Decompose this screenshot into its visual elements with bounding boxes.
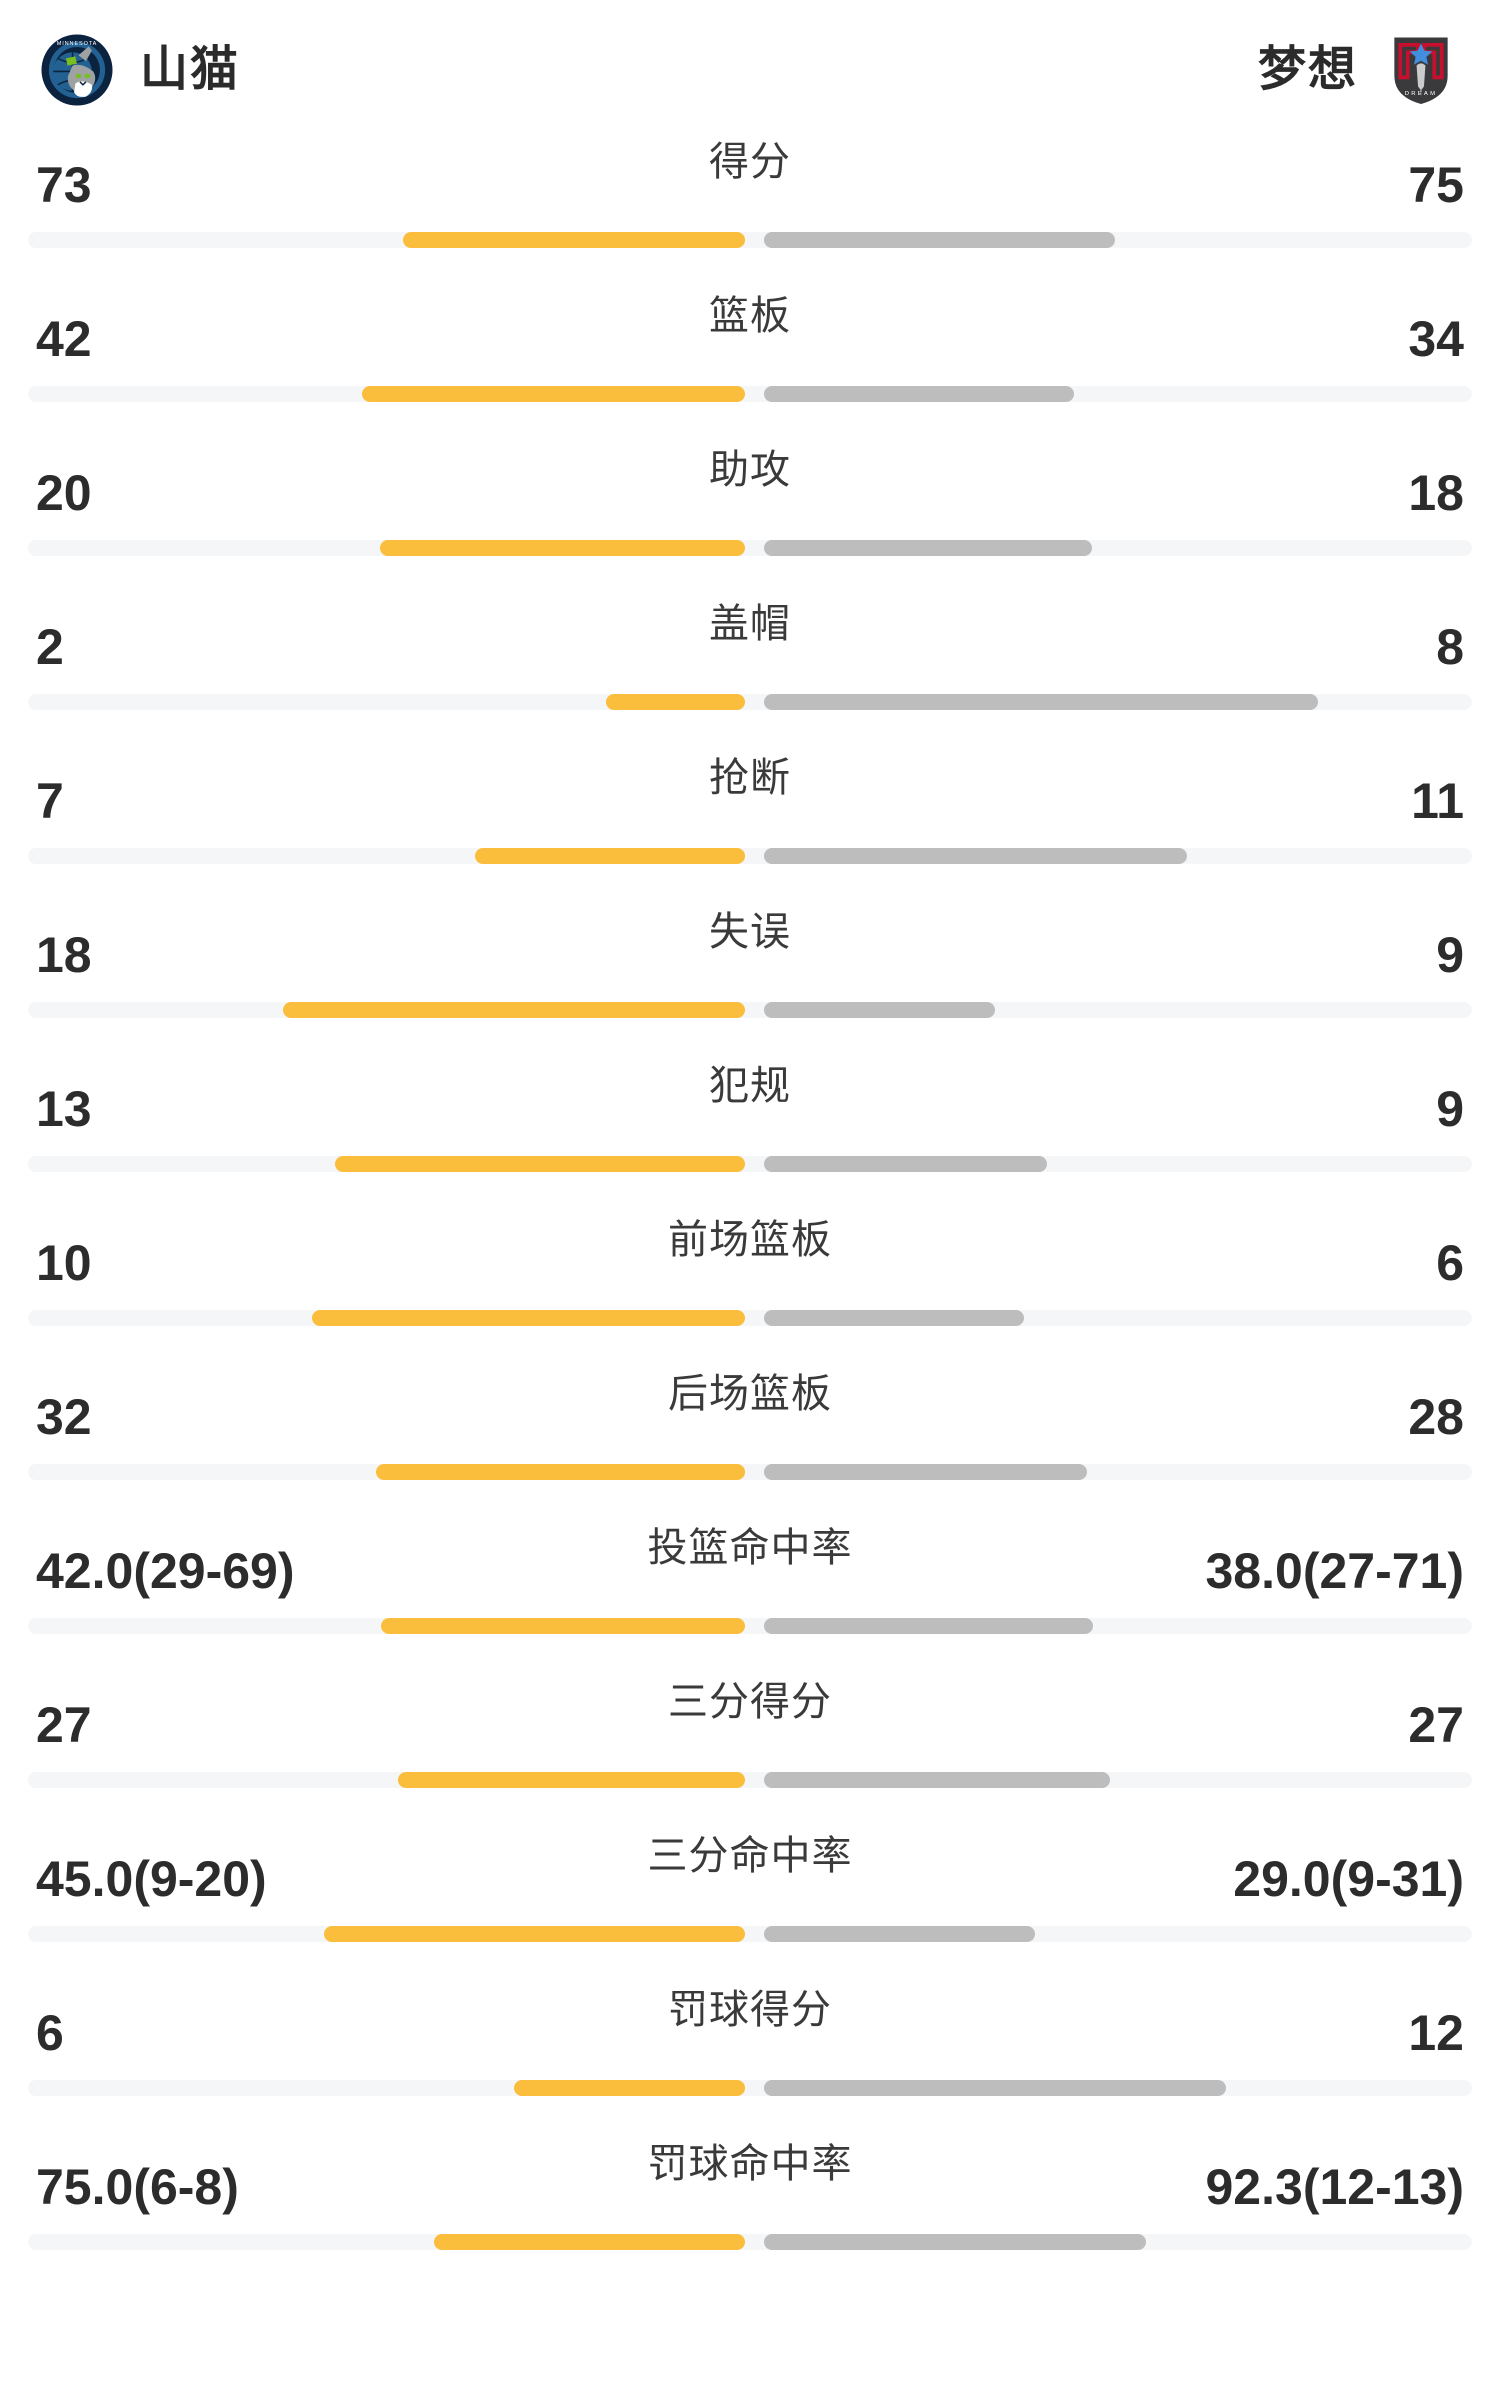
stat-left-value: 32 [36, 1389, 92, 1445]
stat-bar-track [28, 1310, 1472, 1326]
stat-bar-left [381, 1618, 745, 1634]
stat-bar-right [763, 1772, 1111, 1788]
stat-row: 6 12 罚球得分 [28, 1966, 1472, 2120]
left-team-name: 山猫 [140, 43, 241, 96]
stat-bar-right [763, 848, 1188, 864]
stat-left-value: 13 [36, 1081, 92, 1137]
right-team[interactable]: 梦想 DREAM [1258, 33, 1458, 107]
stat-bar-track [28, 848, 1472, 864]
stat-bar-left [282, 1002, 745, 1018]
stat-left-value: 2 [36, 619, 64, 675]
stat-bar-track [28, 386, 1472, 402]
stat-bar-right [763, 1464, 1088, 1480]
stat-right-value: 27 [1408, 1697, 1464, 1753]
stat-bar-track [28, 1156, 1472, 1172]
right-team-name: 梦想 [1257, 43, 1358, 96]
stat-row: 10 6 前场篮板 [28, 1196, 1472, 1350]
stat-bar-left [323, 1926, 745, 1942]
stat-row: 73 75 得分 [28, 118, 1472, 272]
stat-left-value: 42.0(29-69) [36, 1543, 295, 1599]
stat-bar-track [28, 2234, 1472, 2250]
stat-row: 20 18 助攻 [28, 426, 1472, 580]
stat-bar-track [28, 540, 1472, 556]
stat-bar-left [606, 694, 745, 710]
stat-row: 75.0(6-8) 92.3(12-13) 罚球命中率 [28, 2120, 1472, 2274]
stat-bar-track [28, 694, 1472, 710]
stat-bar-track [28, 1002, 1472, 1018]
stat-bar-left [475, 848, 745, 864]
stat-row: 42.0(29-69) 38.0(27-71) 投篮命中率 [28, 1504, 1472, 1658]
stat-bar-right [763, 694, 1319, 710]
stat-row: 13 9 犯规 [28, 1042, 1472, 1196]
stat-bar-track [28, 1464, 1472, 1480]
stat-right-value: 8 [1436, 619, 1464, 675]
stat-bar-right [763, 1926, 1036, 1942]
stat-bar-left [375, 1464, 745, 1480]
stat-bar-left [434, 2234, 745, 2250]
stat-bar-track [28, 1926, 1472, 1942]
stat-left-value: 6 [36, 2005, 64, 2061]
stat-bar-left [398, 1772, 745, 1788]
stat-bar-right [763, 232, 1116, 248]
stat-left-value: 75.0(6-8) [36, 2159, 239, 2215]
stat-bar-right [763, 1310, 1024, 1326]
stat-bar-right [763, 1156, 1048, 1172]
stat-left-value: 10 [36, 1235, 92, 1291]
stat-right-value: 12 [1408, 2005, 1464, 2061]
stat-right-value: 6 [1436, 1235, 1464, 1291]
svg-text:DREAM: DREAM [1405, 91, 1437, 97]
atlanta-dream-logo-icon: DREAM [1384, 33, 1458, 107]
stat-bar-left [403, 232, 745, 248]
stat-bar-track [28, 2080, 1472, 2096]
stat-bar-track [28, 232, 1472, 248]
stat-left-value: 18 [36, 927, 92, 983]
stat-bar-track [28, 1618, 1472, 1634]
stat-bar-right [763, 1002, 995, 1018]
stat-bar-right [763, 386, 1074, 402]
stat-right-value: 92.3(12-13) [1205, 2159, 1465, 2215]
stat-row: 7 11 抢断 [28, 734, 1472, 888]
minnesota-lynx-logo-icon: MINNESOTA [40, 33, 114, 107]
stat-row: 45.0(9-20) 29.0(9-31) 三分命中率 [28, 1812, 1472, 1966]
stat-row: 32 28 后场篮板 [28, 1350, 1472, 1504]
teams-header: MINNESOTA 山猫 梦想 DREAM [0, 0, 1500, 118]
stat-bar-left [335, 1156, 745, 1172]
stat-bar-right [763, 2080, 1226, 2096]
stat-left-value: 20 [36, 465, 92, 521]
stat-row: 42 34 篮板 [28, 272, 1472, 426]
svg-text:MINNESOTA: MINNESOTA [57, 41, 98, 47]
stat-right-value: 34 [1408, 311, 1464, 367]
stat-left-value: 73 [36, 157, 92, 213]
stat-right-value: 75 [1408, 157, 1464, 213]
stat-left-value: 27 [36, 1697, 92, 1753]
stat-left-value: 45.0(9-20) [36, 1851, 267, 1907]
stat-bar-left [361, 386, 745, 402]
stat-bar-left [311, 1310, 745, 1326]
stat-right-value: 28 [1408, 1389, 1464, 1445]
stat-bar-right [763, 540, 1093, 556]
stat-right-value: 9 [1436, 1081, 1464, 1137]
stat-bar-left [380, 540, 745, 556]
stats-list: 73 75 得分 42 34 篮板 20 18 [0, 118, 1500, 2274]
stat-bar-right [763, 1618, 1093, 1634]
stat-bar-right [763, 2234, 1147, 2250]
stat-right-value: 18 [1408, 465, 1464, 521]
stat-row: 18 9 失误 [28, 888, 1472, 1042]
stat-right-value: 9 [1436, 927, 1464, 983]
stat-row: 27 27 三分得分 [28, 1658, 1472, 1812]
stat-row: 2 8 盖帽 [28, 580, 1472, 734]
stat-bar-track [28, 1772, 1472, 1788]
stat-left-value: 42 [36, 311, 92, 367]
left-team[interactable]: MINNESOTA 山猫 [40, 33, 240, 107]
stat-right-value: 29.0(9-31) [1233, 1851, 1464, 1907]
stat-left-value: 7 [36, 773, 64, 829]
stat-bar-left [514, 2080, 745, 2096]
stat-right-value: 38.0(27-71) [1205, 1543, 1465, 1599]
stat-right-value: 11 [1411, 773, 1464, 829]
